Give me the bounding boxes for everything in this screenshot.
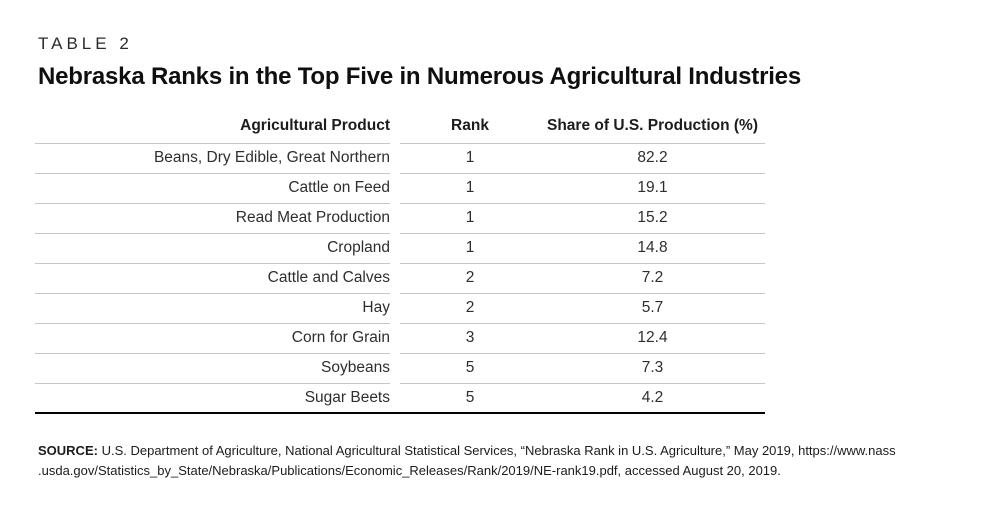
source-text-line-1: U.S. Department of Agriculture, National… [101, 443, 896, 458]
cell-share: 82.2 [540, 143, 765, 174]
column-header-agricultural-product: Agricultural Product [35, 112, 390, 144]
table-row: Cropland 1 14.8 [35, 233, 765, 264]
report-page: TABLE 2 Nebraska Ranks in the Top Five i… [35, 34, 962, 480]
cell-product: Beans, Dry Edible, Great Northern [35, 143, 390, 174]
table-row: Cattle on Feed 1 19.1 [35, 173, 765, 204]
cell-share: 19.1 [540, 173, 765, 204]
table-row: Sugar Beets 5 4.2 [35, 383, 765, 414]
column-gap [390, 383, 400, 414]
table-row: Beans, Dry Edible, Great Northern 1 82.2 [35, 143, 765, 174]
column-gap [390, 263, 400, 293]
column-gap [390, 203, 400, 233]
cell-share: 5.7 [540, 293, 765, 324]
column-header-share: Share of U.S. Production (%) [540, 112, 765, 144]
agricultural-rank-table: Agricultural Product Rank Share of U.S. … [35, 112, 765, 414]
table-title: Nebraska Ranks in the Top Five in Numero… [38, 63, 801, 90]
cell-rank: 3 [400, 323, 540, 354]
cell-product: Cropland [35, 233, 390, 264]
column-header-rank: Rank [400, 112, 540, 144]
cell-product: Soybeans [35, 353, 390, 384]
cell-share: 14.8 [540, 233, 765, 264]
cell-share: 7.2 [540, 263, 765, 294]
cell-rank: 2 [400, 263, 540, 294]
table-row: Cattle and Calves 2 7.2 [35, 263, 765, 294]
cell-rank: 1 [400, 143, 540, 174]
column-gap [390, 112, 400, 143]
cell-share: 12.4 [540, 323, 765, 354]
cell-rank: 1 [400, 203, 540, 234]
column-gap [390, 173, 400, 203]
source-text-line-2: .usda.gov/Statistics_by_State/Nebraska/P… [38, 462, 781, 478]
cell-rank: 1 [400, 233, 540, 264]
cell-rank: 5 [400, 383, 540, 414]
table-row: Read Meat Production 1 15.2 [35, 203, 765, 234]
column-gap [390, 233, 400, 263]
column-gap [390, 143, 400, 173]
cell-product: Corn for Grain [35, 323, 390, 354]
cell-rank: 5 [400, 353, 540, 384]
cell-share: 7.3 [540, 353, 765, 384]
cell-product: Cattle and Calves [35, 263, 390, 294]
cell-share: 4.2 [540, 383, 765, 414]
cell-rank: 1 [400, 173, 540, 204]
cell-product: Read Meat Production [35, 203, 390, 234]
table-header-row: Agricultural Product Rank Share of U.S. … [35, 112, 765, 144]
cell-rank: 2 [400, 293, 540, 324]
cell-product: Sugar Beets [35, 383, 390, 414]
column-gap [390, 353, 400, 383]
table-row: Soybeans 5 7.3 [35, 353, 765, 384]
table-row: Corn for Grain 3 12.4 [35, 323, 765, 354]
column-gap [390, 293, 400, 323]
cell-share: 15.2 [540, 203, 765, 234]
cell-product: Hay [35, 293, 390, 324]
column-gap [390, 323, 400, 353]
table-number-label: TABLE 2 [38, 34, 133, 53]
cell-product: Cattle on Feed [35, 173, 390, 204]
source-note: SOURCE: U.S. Department of Agriculture, … [38, 441, 962, 480]
table-row: Hay 2 5.7 [35, 293, 765, 324]
source-label: SOURCE: [38, 443, 98, 458]
